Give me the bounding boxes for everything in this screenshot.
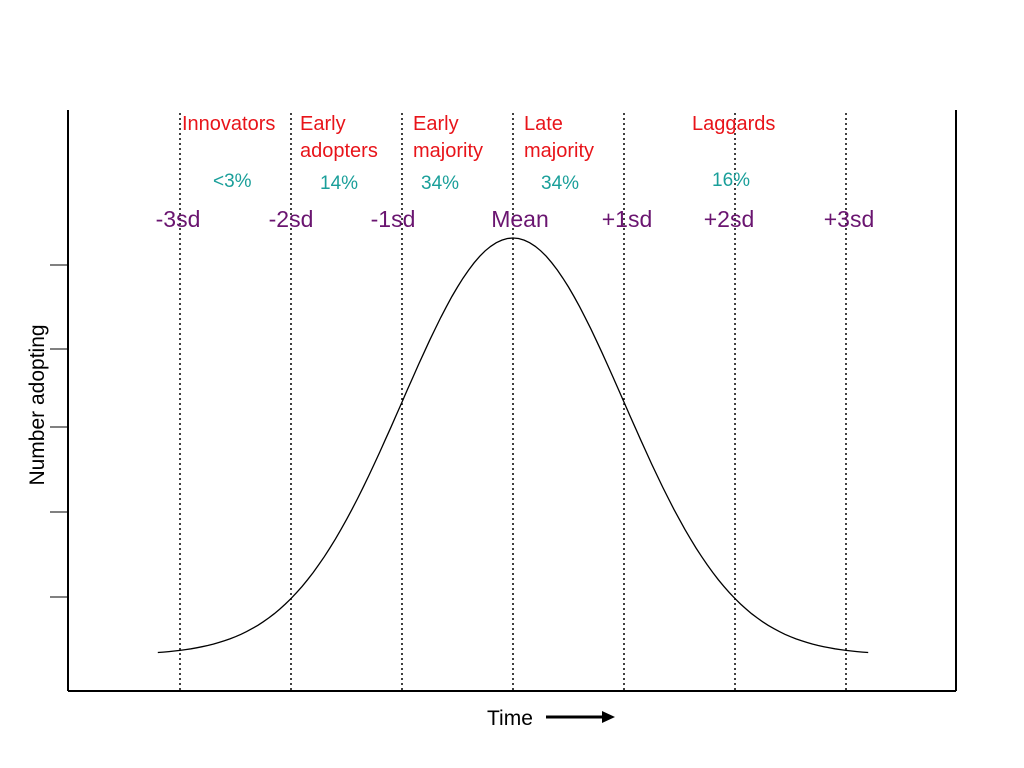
sd-label-plus2: +2sd bbox=[704, 206, 755, 232]
percentage-early-majority: 34% bbox=[421, 173, 459, 194]
x-axis-label: Time bbox=[487, 707, 533, 730]
category-label-laggards: Laggards bbox=[692, 113, 775, 135]
sd-label-minus2: -2sd bbox=[269, 206, 314, 232]
time-arrow-icon bbox=[546, 711, 615, 723]
adoption-curve bbox=[157, 237, 869, 654]
percentage-early-adopters: 14% bbox=[320, 173, 358, 194]
y-axis-label: Number adopting bbox=[26, 324, 49, 485]
category-label-innovators: Innovators bbox=[182, 113, 275, 135]
category-label-late-majority: majority bbox=[524, 140, 594, 162]
percentage-laggards: 16% bbox=[712, 170, 750, 191]
percentage-late-majority: 34% bbox=[541, 173, 579, 194]
sd-label-plus3: +3sd bbox=[824, 206, 875, 232]
sd-label-plus1: +1sd bbox=[602, 206, 653, 232]
category-label-early-majority: majority bbox=[413, 140, 483, 162]
category-label-early-adopters: Early bbox=[300, 113, 346, 135]
category-label-late-majority: Late bbox=[524, 113, 563, 135]
category-label-early-adopters: adopters bbox=[300, 140, 378, 162]
sd-label-minus3: -3sd bbox=[156, 206, 201, 232]
sd-label-minus1: -1sd bbox=[371, 206, 416, 232]
category-label-early-majority: Early bbox=[413, 113, 459, 135]
percentage-innovators: <3% bbox=[213, 171, 252, 192]
sd-label-mean: Mean bbox=[491, 206, 549, 232]
